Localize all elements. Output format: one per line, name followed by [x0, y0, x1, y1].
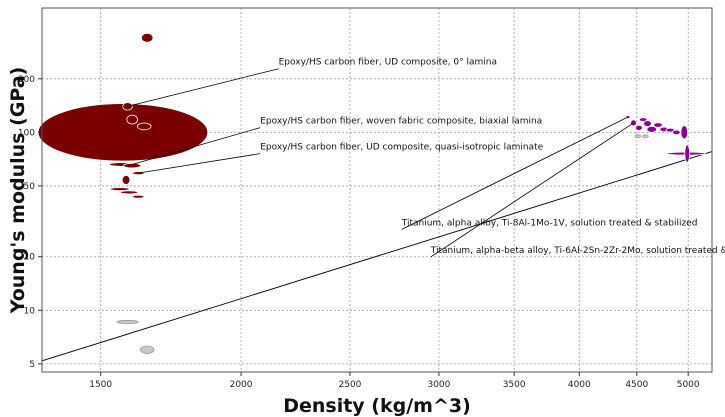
y-tick-label: 10	[24, 306, 36, 316]
bubble-carbon	[123, 162, 142, 169]
bubble-carbon	[140, 32, 154, 43]
bubbles-layer	[37, 32, 706, 354]
guideline-layer	[41, 151, 713, 362]
bubble-carbon	[137, 122, 152, 131]
bubble-titanium	[684, 144, 691, 163]
x-tick-label: 4000	[568, 380, 591, 390]
bubble-titanium	[643, 120, 652, 128]
bubble-carbon	[126, 114, 138, 125]
bubble-titanium	[672, 129, 681, 136]
leader-line	[132, 127, 261, 165]
leader-lines	[127, 68, 634, 258]
annotation-label: Titanium, alpha-beta alloy, Ti-6Al-2Sn-2…	[430, 246, 725, 256]
bubble-carbon	[37, 103, 209, 162]
y-tick-label: 100	[18, 128, 35, 138]
bubble-titanium	[635, 124, 643, 131]
bubble-carbon	[121, 175, 131, 185]
x-tick-label: 3500	[503, 380, 526, 390]
annotation-label: Epoxy/HS carbon fiber, UD composite, 0° …	[279, 58, 497, 68]
x-tick-label: 2500	[339, 380, 362, 390]
leader-line	[430, 122, 634, 258]
plot-frame	[41, 7, 713, 373]
bubble-other	[140, 345, 155, 354]
x-tick-label: 5000	[677, 380, 700, 390]
bubble-titanium	[638, 117, 648, 122]
leader-line	[401, 116, 629, 230]
bubble-carbon	[132, 194, 145, 199]
y-tick-label: 50	[24, 182, 36, 192]
annotations-layer: Epoxy/HS carbon fiber, UD composite, 0° …	[260, 58, 725, 256]
annotation-label: Titanium, alpha alloy, Ti-8Al-1Mo-1V, so…	[401, 218, 698, 228]
leader-line	[138, 153, 261, 174]
ticks-layer: 1500 2000 2500 3000 3500 4000 4500 5000 5 10 20 50 1…	[18, 75, 700, 390]
x-tick-label: 3000	[427, 380, 450, 390]
y-axis-label: Young's modulus (GPa)	[7, 67, 29, 315]
bubble-titanium	[680, 125, 689, 140]
y-tick-label: 5	[29, 360, 35, 370]
bubble-other	[634, 134, 642, 139]
x-tick-label: 4500	[625, 380, 648, 390]
x-axis-label: Density (kg/m^3)	[283, 395, 471, 417]
annotation-label: Epoxy/HS carbon fiber, UD composite, qua…	[260, 143, 543, 153]
y-tick-label: 200	[18, 75, 35, 85]
grid	[42, 8, 712, 372]
x-tick-label: 2000	[230, 380, 253, 390]
bubble-titanium	[653, 122, 663, 128]
x-tick-label: 1500	[89, 380, 112, 390]
bubble-other	[642, 134, 649, 139]
annotation-label: Epoxy/HS carbon fiber, woven fabric comp…	[260, 117, 542, 127]
leader-line	[127, 68, 279, 107]
y-tick-label: 20	[24, 253, 36, 263]
bubble-titanium	[646, 125, 657, 133]
guideline	[41, 151, 713, 362]
bubble-carbon	[120, 190, 139, 195]
bubble-other	[116, 320, 139, 324]
bubble-carbon	[109, 187, 130, 192]
